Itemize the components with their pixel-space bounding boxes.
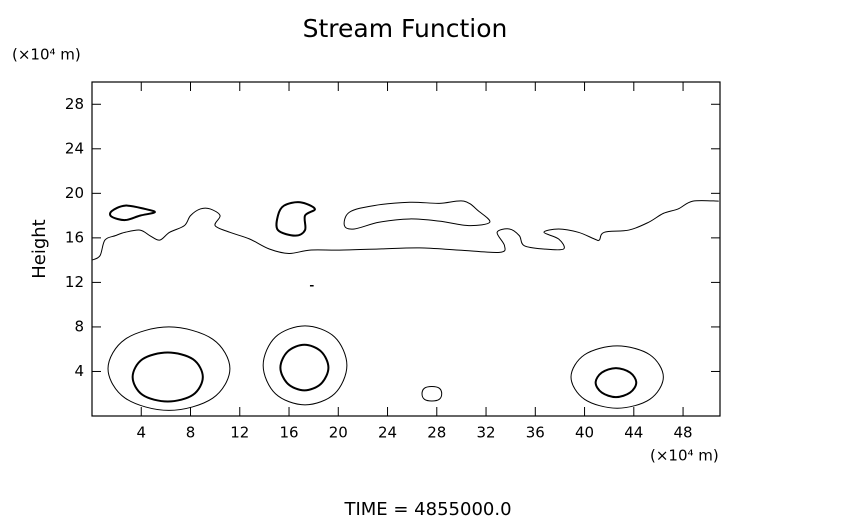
contour-line — [262, 325, 348, 406]
y-tick-label: 4 — [74, 362, 84, 380]
contour-line — [109, 204, 156, 222]
x-tick-label: 44 — [624, 424, 643, 442]
x-tick-label: 32 — [476, 424, 495, 442]
y-tick-label: 24 — [65, 139, 84, 157]
footer: TIME = 4855000.0 — [343, 499, 511, 519]
x-unit: (×10⁴ m) — [650, 447, 719, 465]
x-tick-label: 24 — [378, 424, 397, 442]
y-tick-label: 12 — [65, 273, 84, 291]
x-tick-label: 36 — [526, 424, 545, 442]
x-tick-label: 8 — [186, 424, 196, 442]
y-tick-label: 20 — [65, 184, 84, 202]
contour-line — [570, 345, 664, 409]
contour-line — [91, 200, 719, 261]
y-tick-label: 28 — [65, 95, 84, 113]
y-tick-label: 16 — [65, 228, 84, 246]
x-tick-label: 4 — [136, 424, 146, 442]
x-tick-label: 12 — [230, 424, 249, 442]
y-tick-label: 8 — [74, 317, 84, 335]
y-unit: (×10⁴ m) — [12, 46, 81, 64]
y-axis-label: Height — [29, 219, 50, 279]
x-tick-label: 48 — [674, 424, 693, 442]
contour-line — [279, 343, 330, 392]
contour-line — [275, 201, 316, 237]
x-tick-label: 20 — [329, 424, 348, 442]
contour-line — [594, 367, 638, 399]
contour-line — [421, 385, 443, 402]
chart-title: Stream Function — [303, 14, 508, 43]
contour-line — [343, 200, 491, 230]
plot-frame — [91, 81, 721, 417]
x-tick-label: 28 — [427, 424, 446, 442]
contour-line — [107, 326, 231, 411]
contour-line — [131, 351, 204, 403]
x-tick-label: 40 — [575, 424, 594, 442]
x-tick-label: 16 — [279, 424, 298, 442]
